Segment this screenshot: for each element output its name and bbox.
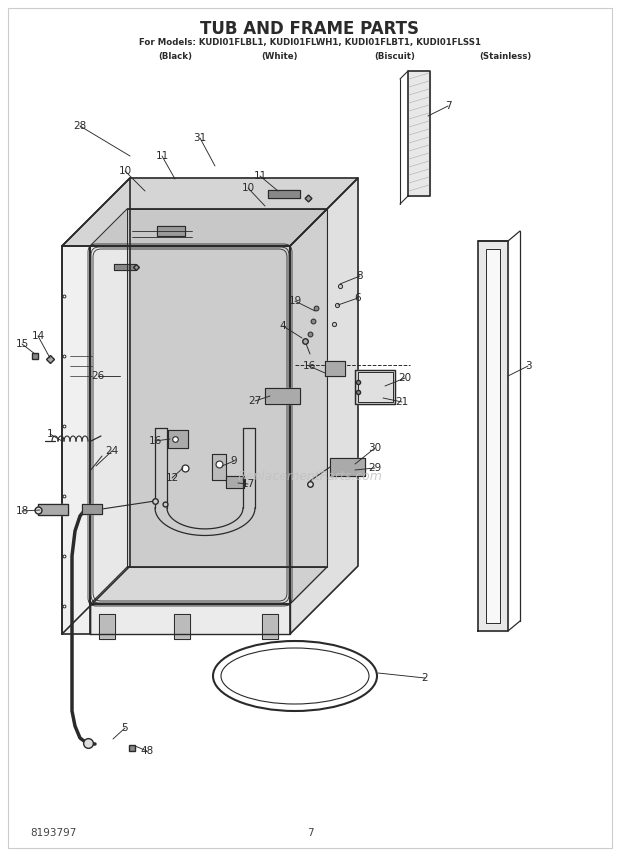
Polygon shape — [114, 264, 136, 270]
Text: 11: 11 — [156, 151, 169, 161]
Text: (Stainless): (Stainless) — [479, 52, 531, 61]
Text: 8193797: 8193797 — [30, 828, 76, 838]
Polygon shape — [90, 209, 327, 246]
Polygon shape — [168, 430, 188, 448]
Text: 2: 2 — [422, 673, 428, 683]
Polygon shape — [174, 614, 190, 639]
Text: 4: 4 — [280, 321, 286, 331]
Polygon shape — [355, 370, 395, 404]
Text: 18: 18 — [16, 506, 29, 516]
Text: 12: 12 — [166, 473, 179, 483]
Polygon shape — [226, 476, 244, 488]
Text: (White): (White) — [262, 52, 298, 61]
Text: 31: 31 — [193, 133, 206, 143]
Text: 27: 27 — [249, 396, 262, 406]
Polygon shape — [290, 178, 358, 634]
Polygon shape — [157, 226, 185, 236]
Polygon shape — [99, 614, 115, 639]
Polygon shape — [62, 178, 130, 634]
Text: 6: 6 — [355, 293, 361, 303]
Text: 10: 10 — [241, 183, 255, 193]
Text: For Models: KUDI01FLBL1, KUDI01FLWH1, KUDI01FLBT1, KUDI01FLSS1: For Models: KUDI01FLBL1, KUDI01FLWH1, KU… — [139, 38, 481, 47]
Polygon shape — [90, 604, 290, 634]
Polygon shape — [325, 361, 345, 376]
Text: 15: 15 — [16, 339, 29, 349]
Text: 9: 9 — [231, 456, 237, 466]
Polygon shape — [212, 454, 226, 480]
Polygon shape — [262, 614, 278, 639]
Text: 29: 29 — [368, 463, 382, 473]
Polygon shape — [290, 209, 327, 604]
Polygon shape — [82, 504, 102, 514]
Polygon shape — [90, 567, 327, 604]
Text: 28: 28 — [73, 121, 87, 131]
Text: 19: 19 — [288, 296, 301, 306]
Polygon shape — [38, 504, 68, 515]
Text: 10: 10 — [118, 166, 131, 176]
Polygon shape — [268, 190, 300, 198]
Text: ReplacementParts.com: ReplacementParts.com — [237, 469, 383, 483]
Text: 20: 20 — [399, 373, 412, 383]
Text: 30: 30 — [368, 443, 381, 453]
Text: 7: 7 — [307, 828, 313, 838]
Text: 26: 26 — [91, 371, 105, 381]
Polygon shape — [330, 458, 365, 476]
Text: 16: 16 — [303, 361, 316, 371]
Polygon shape — [478, 241, 508, 631]
Text: 1: 1 — [46, 429, 53, 439]
Polygon shape — [486, 249, 500, 623]
Text: (Biscuit): (Biscuit) — [374, 52, 415, 61]
Text: 5: 5 — [122, 723, 128, 733]
Polygon shape — [408, 71, 430, 196]
Polygon shape — [62, 178, 358, 246]
Text: 11: 11 — [254, 171, 267, 181]
Text: 8: 8 — [356, 271, 363, 281]
Text: 16: 16 — [148, 436, 162, 446]
Text: (Black): (Black) — [158, 52, 192, 61]
Text: 21: 21 — [396, 397, 409, 407]
Polygon shape — [62, 246, 90, 634]
Text: 14: 14 — [32, 331, 45, 341]
Polygon shape — [127, 209, 327, 567]
Polygon shape — [358, 372, 393, 402]
Text: 48: 48 — [140, 746, 154, 756]
Polygon shape — [265, 388, 300, 404]
Text: TUB AND FRAME PARTS: TUB AND FRAME PARTS — [200, 20, 420, 38]
Text: 24: 24 — [105, 446, 118, 456]
Text: 7: 7 — [445, 101, 451, 111]
Text: 17: 17 — [241, 479, 255, 489]
Text: 3: 3 — [525, 361, 531, 371]
